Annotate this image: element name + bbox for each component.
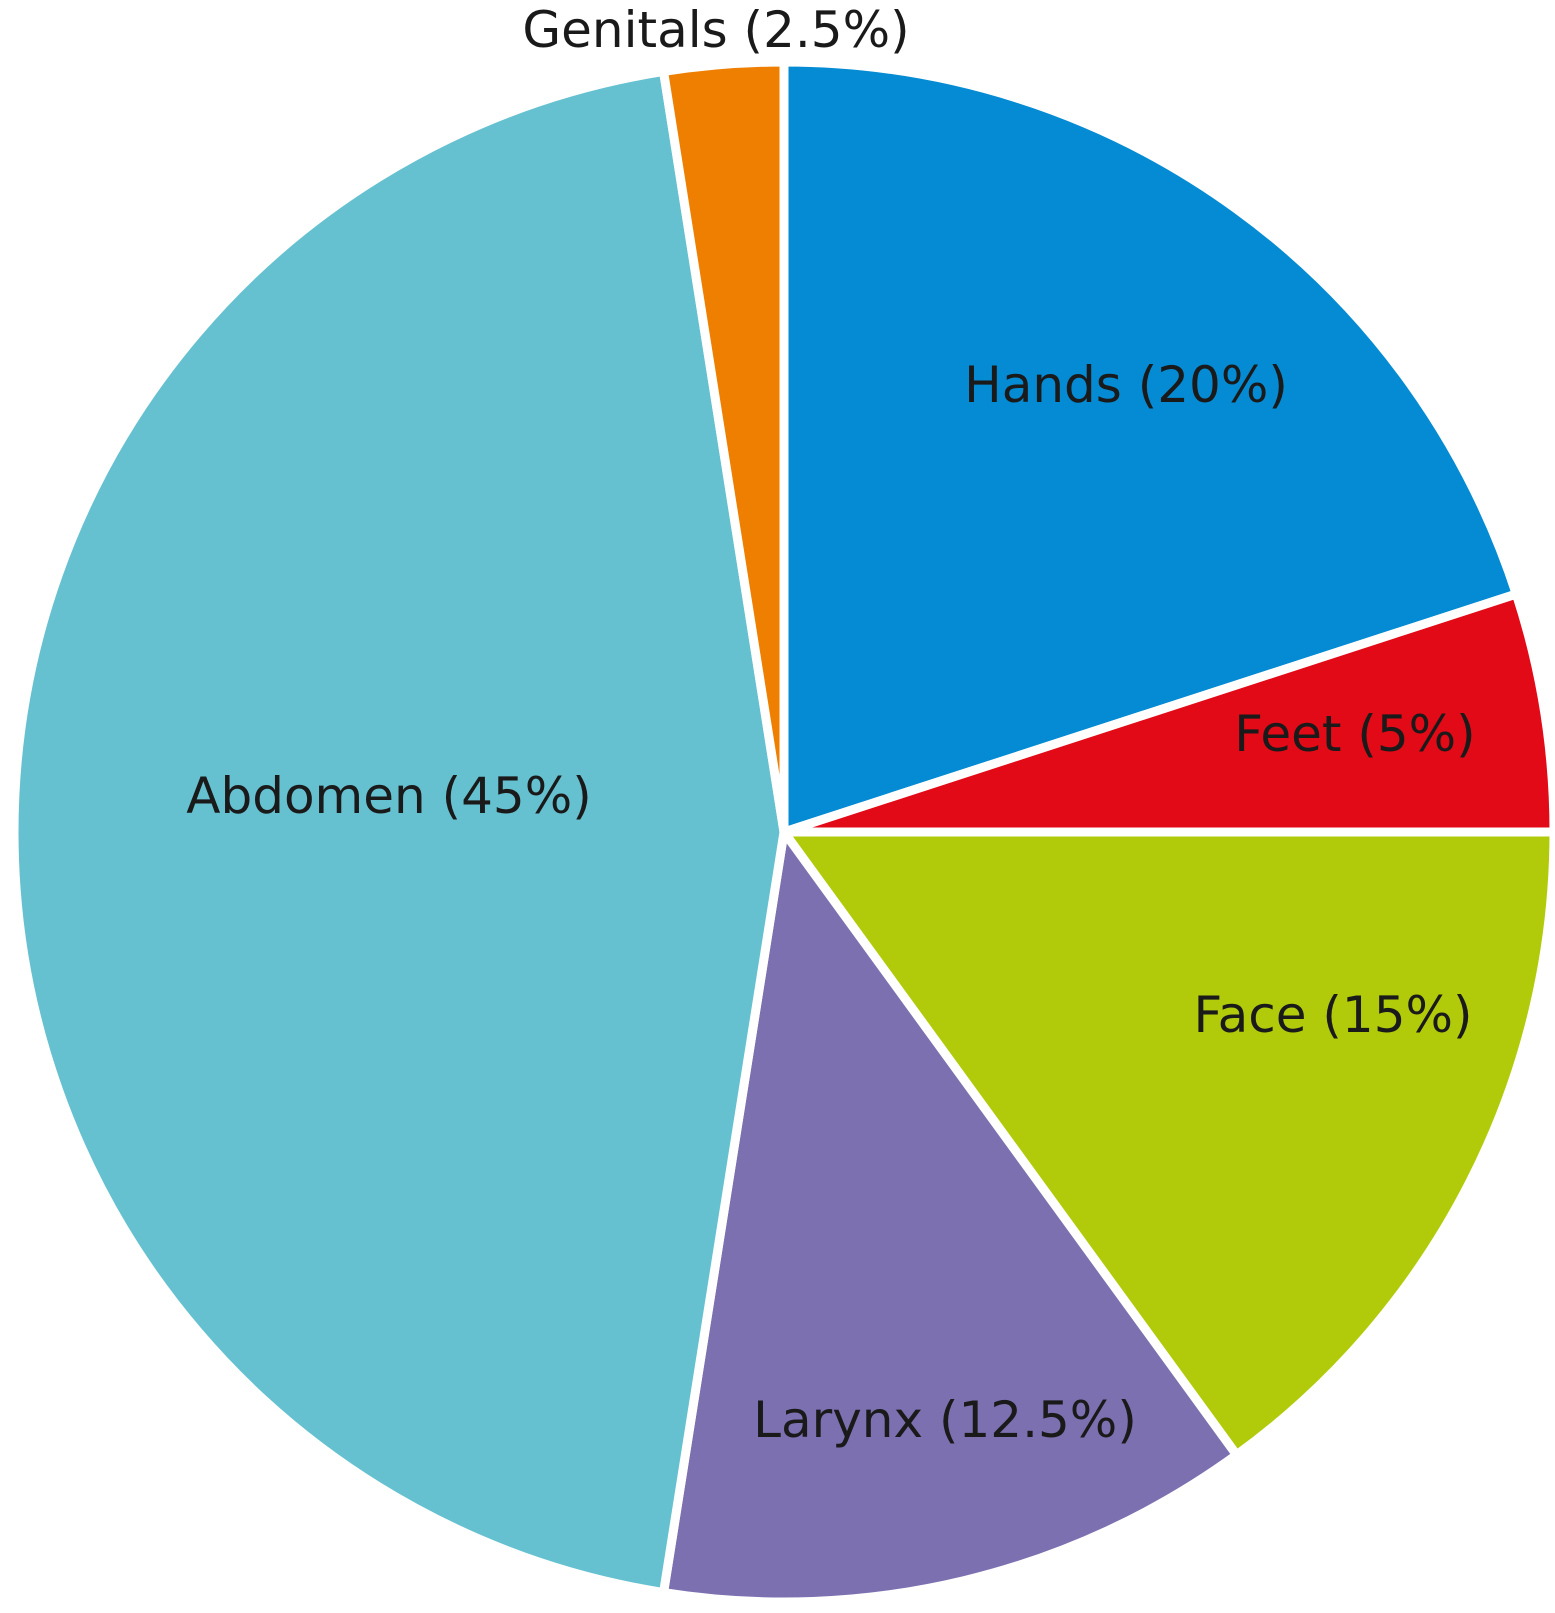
pie-slice-genitals [658,57,789,833]
pie-slice-abdomen [9,66,789,1598]
pie-label-larynx: Larynx (12.5%) [753,1391,1137,1449]
pie-slice-larynx [658,820,1243,1607]
pie-label-hands: Hands (20%) [964,356,1288,414]
pie-label-face: Face (15%) [1193,986,1472,1044]
pie-label-abdomen: Abdomen (45%) [186,767,591,825]
pie-slice-hands [779,57,1522,839]
pie-slice-feet [782,588,1555,837]
pie-slice-face [775,827,1555,1462]
pie-slices [9,57,1555,1607]
pie-labels: Hands (20%) Feet (5%) Face (15%) Larynx (12… [186,1,1475,1449]
pie-label-feet: Feet (5%) [1234,705,1475,763]
pie-label-genitals: Genitals (2.5%) [522,1,909,59]
